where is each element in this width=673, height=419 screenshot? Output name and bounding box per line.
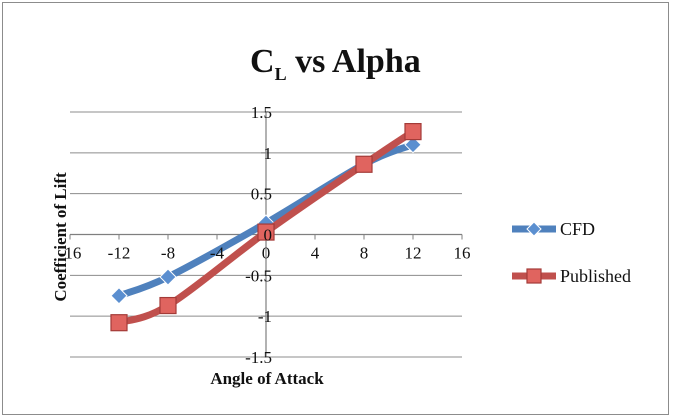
cfd-point [110, 287, 128, 305]
series [110, 122, 422, 332]
x-tick-label: -16 [59, 244, 82, 263]
published-point [110, 314, 128, 332]
y-tick-label: -1.5 [245, 348, 272, 367]
published-point [159, 296, 177, 315]
y-tick-label: -0.5 [245, 266, 272, 285]
chart-title-main: C [250, 43, 275, 80]
legend-marker-cfd [526, 221, 542, 237]
cfd-point [159, 268, 177, 286]
chart-title: CL vs Alpha [250, 43, 421, 84]
published-point [257, 223, 275, 241]
y-tick-label: -1 [258, 307, 272, 326]
x-tick-label: -12 [108, 244, 131, 263]
legend-marker-published [526, 268, 542, 284]
y-axis-title: Coefficient of Lift [51, 172, 70, 302]
published-point [355, 155, 373, 173]
chart-title-subscript: L [275, 64, 287, 84]
legend-label-cfd: CFD [560, 219, 595, 239]
cfd-point [404, 135, 422, 154]
x-tick-label: 8 [360, 244, 369, 263]
x-axis-title: Angle of Attack [210, 369, 324, 388]
y-tick-label: 1 [264, 144, 273, 163]
published-point [404, 122, 422, 141]
tick-labels: -16 -12 -8 -4 0 4 8 12 16 -1.5 -1 -0.5 0 0.5 1 1.5 [59, 103, 471, 367]
legend: CFD Published [512, 219, 631, 286]
x-tick-label: 12 [405, 244, 422, 263]
x-tick-label: 4 [311, 244, 320, 263]
x-tick-label: -8 [161, 244, 175, 263]
x-tick-label: -4 [210, 244, 225, 263]
chart-title-rest: vs Alpha [287, 43, 421, 80]
y-tick-label: 0.5 [251, 185, 272, 204]
legend-label-published: Published [560, 266, 631, 286]
y-tick-label: 0 [264, 226, 273, 245]
chart-area [2, 2, 669, 415]
x-tick-label: 16 [454, 244, 471, 263]
y-tick-label: 1.5 [251, 103, 272, 122]
x-tick-label: 0 [262, 244, 271, 263]
